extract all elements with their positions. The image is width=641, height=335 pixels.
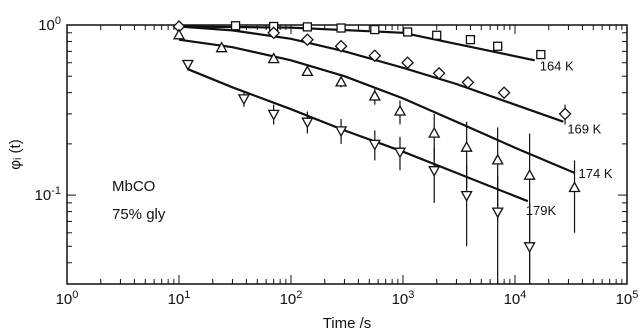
data-point-diamond	[497, 86, 511, 100]
data-point-square	[536, 49, 546, 60]
data-point-triangle-down	[181, 59, 195, 71]
data-point-triangle-up	[334, 75, 348, 87]
series-label: 169 K	[567, 122, 601, 137]
data-point-square	[230, 21, 241, 31]
tick-labels: 100 101 102 103 104 105 10-1 100	[35, 15, 639, 308]
fit-curve	[187, 68, 529, 203]
series-label: 174 K	[579, 166, 613, 181]
y-tick-label: 100	[38, 15, 61, 34]
data-point-diamond	[558, 107, 572, 121]
data-point-diamond	[300, 33, 314, 47]
data-point-triangle-up	[215, 41, 228, 53]
data-point-square	[302, 22, 313, 32]
data-point-diamond	[401, 56, 415, 70]
data-point-square	[432, 30, 442, 40]
data-point-triangle-down	[491, 207, 504, 219]
data-point-triangle-down	[523, 242, 536, 254]
series-label: 164 K	[540, 58, 574, 73]
data-point-triangle-up	[368, 89, 381, 101]
data-point-triangle-up	[460, 140, 473, 152]
fit-curve	[178, 25, 564, 123]
data-point-triangle-up	[301, 65, 314, 77]
x-tick-label: 104	[504, 289, 527, 308]
data-point-diamond	[267, 26, 281, 40]
y-tick-label: 10-1	[35, 185, 61, 204]
x-tick-label: 100	[56, 289, 79, 308]
data-point-square	[336, 23, 346, 33]
annotation-sample: MbCO	[112, 178, 155, 195]
data-point-triangle-down	[267, 109, 280, 121]
data-point-diamond	[432, 66, 446, 80]
data-point-triangle-up	[491, 153, 504, 165]
data-point-triangle-down	[301, 117, 314, 129]
data-point-diamond	[334, 39, 348, 53]
x-tick-label: 105	[616, 289, 639, 308]
series-labels: 164 K 169 K 174 K 179K	[526, 58, 613, 218]
data-point-square	[465, 35, 476, 45]
data-point-diamond	[368, 49, 382, 63]
data-point-triangle-up	[428, 126, 441, 138]
data-point-triangle-up	[267, 52, 280, 64]
data-point-triangle-down	[428, 166, 441, 178]
data-point-diamond	[461, 75, 475, 89]
series-label: 179K	[526, 203, 557, 218]
y-axis-label: φᵢ (t)	[7, 139, 24, 169]
fit-curve	[178, 38, 575, 174]
x-axis-label: Time /s	[323, 315, 372, 332]
data-point-triangle-up	[568, 181, 581, 193]
x-tick-label: 101	[168, 289, 191, 308]
data-point-triangle-down	[237, 94, 251, 106]
annotation-solvent: 75% gly	[112, 206, 166, 223]
data-point-triangle-down	[393, 147, 407, 159]
data-markers	[172, 20, 581, 254]
data-point-triangle-down	[334, 126, 348, 138]
data-point-triangle-down	[460, 190, 473, 202]
x-tick-label: 103	[392, 289, 415, 308]
data-point-square	[493, 41, 503, 51]
data-point-square	[402, 27, 413, 37]
data-point-triangle-up	[523, 168, 536, 180]
plot-frame	[66, 24, 628, 285]
data-point-triangle-down	[368, 139, 381, 151]
data-point-triangle-up	[393, 104, 407, 116]
x-tick-label: 102	[280, 289, 303, 308]
data-point-square	[370, 24, 380, 35]
data-point-triangle-up	[172, 28, 186, 40]
